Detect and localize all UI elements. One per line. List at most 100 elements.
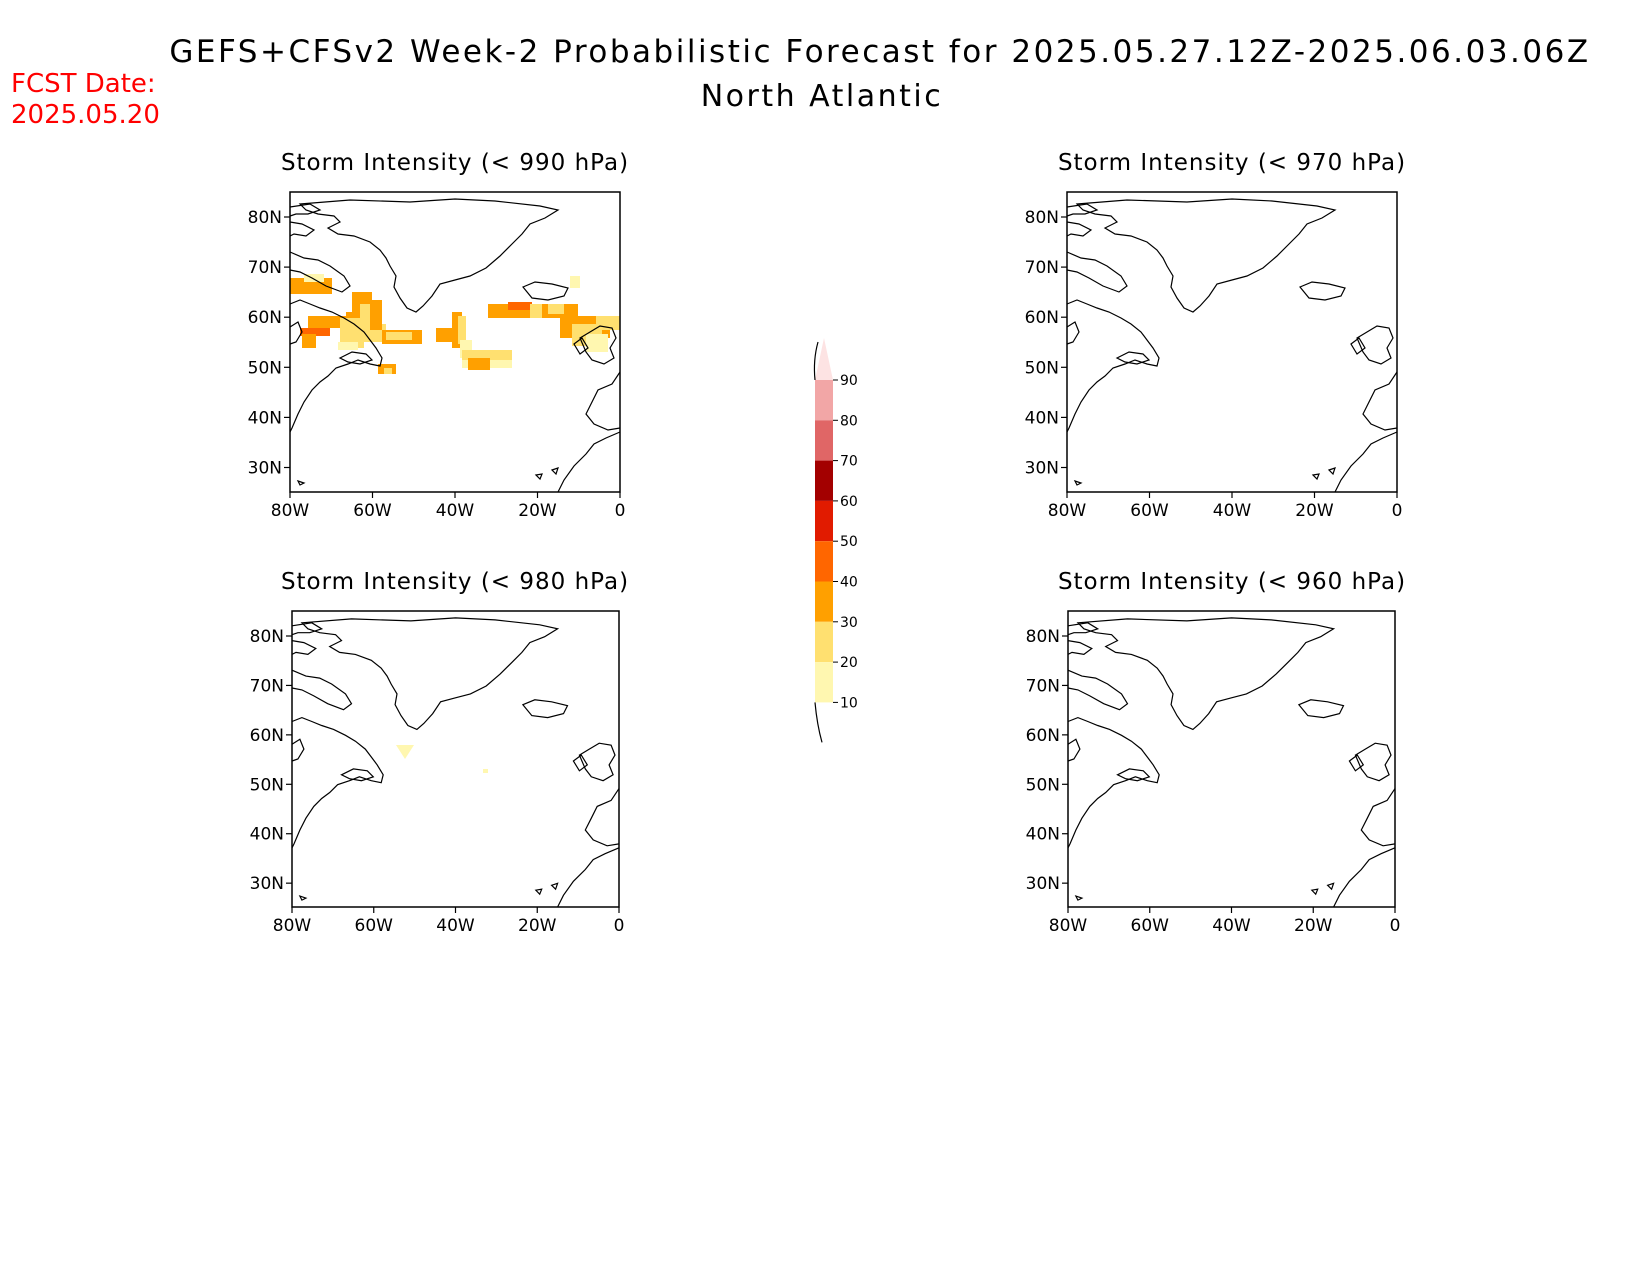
probability-cell <box>468 358 490 370</box>
probability-cell <box>436 328 454 342</box>
coastlines <box>289 198 621 493</box>
x-tick-label: 40W <box>1213 501 1252 521</box>
map-frame <box>1066 191 1398 493</box>
colorbar-label: 60 <box>840 494 858 510</box>
colorbar-segment <box>815 541 833 582</box>
y-tick-label: 40N <box>1026 825 1060 845</box>
map-panel-990: Storm Intensity (< 990 hPa) 80N 70N 60N 50N… <box>248 150 629 521</box>
probability-cell <box>530 304 542 318</box>
coastlines <box>1067 617 1396 908</box>
coastline <box>1362 371 1398 431</box>
coastline <box>1333 847 1396 908</box>
coastline <box>534 473 543 481</box>
coastline <box>550 882 559 891</box>
panel-title: Storm Intensity (< 990 hPa) <box>281 150 629 176</box>
coastline <box>1327 467 1336 476</box>
y-tick-label: 30N <box>248 459 282 479</box>
colorbar-edge <box>814 702 823 743</box>
x-tick-label: 40W <box>436 916 475 936</box>
probability-cell <box>304 274 324 282</box>
region-subtitle: North Atlantic <box>701 79 944 114</box>
probability-cell <box>386 332 412 340</box>
probability-cell <box>308 316 348 328</box>
coastline <box>1326 882 1335 891</box>
probability-cell <box>586 334 608 352</box>
coastline <box>289 321 303 345</box>
coastline <box>300 617 560 731</box>
coastline <box>1066 251 1128 293</box>
coastline <box>291 716 384 849</box>
coastline <box>1067 716 1160 849</box>
y-tick-label: 70N <box>250 676 284 696</box>
x-tick-label: 20W <box>1294 916 1333 936</box>
coastline <box>550 467 559 476</box>
coastline <box>289 203 322 217</box>
y-tick-label: 40N <box>1025 408 1059 428</box>
y-tick-label: 70N <box>248 258 282 278</box>
coastline <box>338 351 374 365</box>
colorbar-label: 10 <box>840 695 858 711</box>
x-tick-label: 20W <box>1295 501 1334 521</box>
coastline <box>1066 321 1080 345</box>
coastline <box>534 888 543 896</box>
coastline <box>1116 768 1151 782</box>
y-tick-label: 50N <box>248 358 282 378</box>
coastline <box>1067 738 1081 762</box>
colorbar-segment <box>815 420 833 461</box>
fcst-date-label: FCST Date: <box>11 69 156 99</box>
coastline <box>1334 431 1398 493</box>
x-tick-label: 20W <box>518 916 557 936</box>
y-tick-label: 60N <box>250 726 284 746</box>
y-tick-label: 50N <box>250 775 284 795</box>
y-tick-label: 30N <box>250 874 284 894</box>
coastline <box>1066 221 1093 237</box>
x-tick-label: 0 <box>615 501 626 521</box>
probability-cell <box>302 334 316 348</box>
coastline <box>289 251 351 293</box>
probability-cell <box>548 304 564 314</box>
coastline <box>1350 337 1366 355</box>
coastline <box>1297 699 1345 719</box>
y-tick-label: 40N <box>248 408 282 428</box>
x-tick-label: 0 <box>614 916 625 936</box>
colorbar-label: 90 <box>840 373 858 389</box>
x-tick-label: 40W <box>1212 916 1251 936</box>
x-tick-label: 60W <box>355 916 394 936</box>
coastline <box>1076 617 1336 731</box>
x-tick-label: 80W <box>271 501 310 521</box>
probability-cell <box>300 328 330 336</box>
y-tick-label: 70N <box>1025 258 1059 278</box>
x-tick-label: 0 <box>1390 916 1401 936</box>
coastline <box>521 699 569 719</box>
colorbar-segment <box>815 460 833 501</box>
coastline <box>1310 888 1319 896</box>
x-tick-label: 80W <box>273 916 312 936</box>
coastline <box>1354 742 1392 782</box>
y-tick-label: 50N <box>1026 775 1060 795</box>
x-tick-label: 80W <box>1049 916 1088 936</box>
coastline <box>340 768 375 782</box>
coastline <box>1066 299 1160 433</box>
x-tick-label: 0 <box>1392 501 1403 521</box>
colorbar-segment <box>815 380 833 421</box>
y-tick-label: 30N <box>1025 459 1059 479</box>
coastline <box>1115 351 1151 365</box>
coastline <box>1311 473 1320 481</box>
coastline <box>298 895 308 901</box>
y-tick-label: 70N <box>1026 676 1060 696</box>
y-tick-label: 80N <box>1026 627 1060 647</box>
colorbar: 90 80 70 60 50 40 30 20 10 <box>813 338 858 743</box>
x-tick-label: 40W <box>436 501 475 521</box>
x-tick-label: 20W <box>518 501 557 521</box>
colorbar-segment <box>815 662 833 703</box>
colorbar-label: 50 <box>840 534 858 550</box>
x-tick-label: 80W <box>1048 501 1087 521</box>
panel-title: Storm Intensity (< 980 hPa) <box>281 569 629 595</box>
panel-title: Storm Intensity (< 960 hPa) <box>1058 569 1406 595</box>
coastline <box>1360 788 1396 847</box>
coastline <box>557 431 621 493</box>
panel-title: Storm Intensity (< 970 hPa) <box>1058 150 1406 176</box>
coastline <box>1067 622 1100 636</box>
map-panel-970: Storm Intensity (< 970 hPa) 80N 70N 60N 50N… <box>1025 150 1406 521</box>
